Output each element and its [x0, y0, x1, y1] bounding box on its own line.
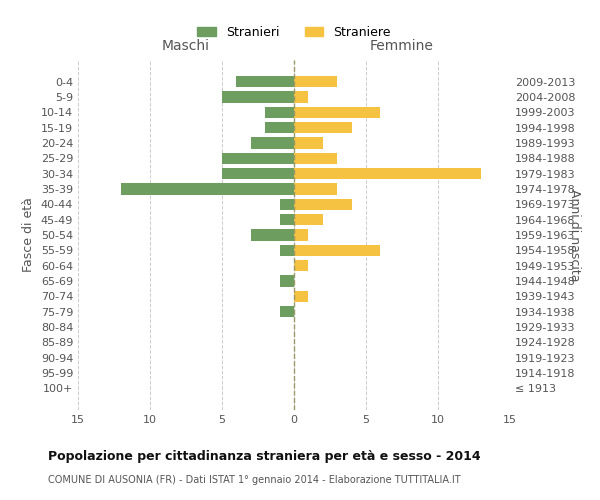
Bar: [280, 244, 294, 256]
Bar: [294, 214, 323, 226]
Bar: [121, 183, 294, 194]
Bar: [222, 152, 294, 164]
Bar: [280, 214, 294, 226]
Bar: [294, 122, 352, 134]
Text: Popolazione per cittadinanza straniera per età e sesso - 2014: Popolazione per cittadinanza straniera p…: [48, 450, 481, 463]
Legend: Stranieri, Straniere: Stranieri, Straniere: [192, 20, 396, 44]
Bar: [280, 198, 294, 210]
Bar: [294, 260, 308, 272]
Bar: [294, 152, 337, 164]
Text: COMUNE DI AUSONIA (FR) - Dati ISTAT 1° gennaio 2014 - Elaborazione TUTTITALIA.IT: COMUNE DI AUSONIA (FR) - Dati ISTAT 1° g…: [48, 475, 461, 485]
Y-axis label: Anni di nascita: Anni di nascita: [568, 188, 581, 281]
Text: Maschi: Maschi: [162, 39, 210, 53]
Bar: [265, 122, 294, 134]
Bar: [222, 91, 294, 102]
Bar: [251, 137, 294, 148]
Bar: [294, 106, 380, 118]
Bar: [294, 229, 308, 241]
Bar: [294, 183, 337, 194]
Bar: [236, 76, 294, 88]
Bar: [222, 168, 294, 179]
Bar: [265, 106, 294, 118]
Bar: [294, 290, 308, 302]
Bar: [280, 306, 294, 318]
Bar: [294, 168, 481, 179]
Bar: [294, 76, 337, 88]
Bar: [280, 276, 294, 287]
Text: Femmine: Femmine: [370, 39, 434, 53]
Bar: [294, 91, 308, 102]
Y-axis label: Fasce di età: Fasce di età: [22, 198, 35, 272]
Bar: [294, 137, 323, 148]
Bar: [294, 198, 352, 210]
Bar: [251, 229, 294, 241]
Bar: [294, 244, 380, 256]
